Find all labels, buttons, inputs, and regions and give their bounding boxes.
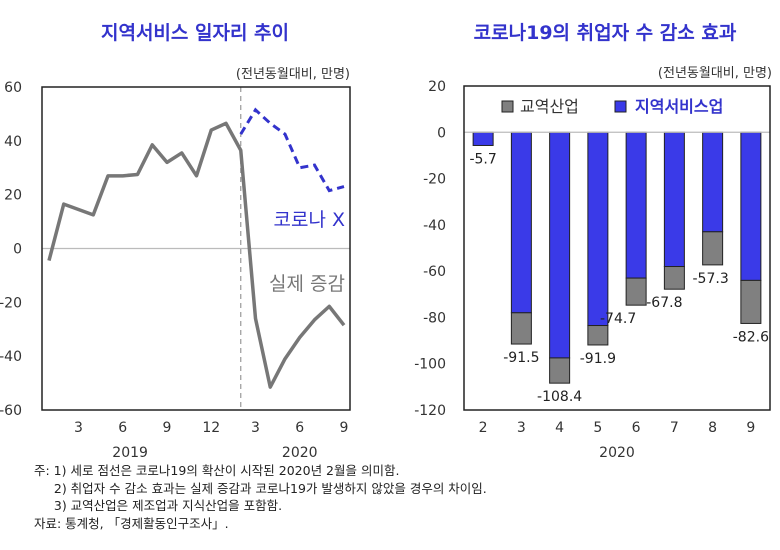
right-ytick-label: -60 xyxy=(423,264,446,280)
total-data-label: -108.4 xyxy=(537,389,582,405)
local-service-bar xyxy=(549,131,571,359)
left-ytick-label: 0 xyxy=(13,242,22,258)
trade-industry-bar xyxy=(663,266,685,290)
left-ytick-label: 20 xyxy=(4,188,22,204)
total-data-label: -5.7 xyxy=(469,151,496,167)
local-service-bar xyxy=(587,131,609,327)
left-unit-label: (전년동월대비, 만명) xyxy=(236,67,350,82)
right-ytick-label: -80 xyxy=(423,310,446,326)
total-data-label: -57.3 xyxy=(693,271,729,287)
right-ytick-label: -20 xyxy=(423,172,446,188)
right-ytick-label: -40 xyxy=(423,218,446,234)
left-xtick-label: 9 xyxy=(340,420,349,436)
left-ytick-label: 60 xyxy=(4,80,22,96)
left-ytick-label: 40 xyxy=(4,134,22,150)
left-ytick-label: -40 xyxy=(0,349,22,365)
left-xtick-label: 3 xyxy=(74,420,83,436)
left-year-label-2020: 2020 xyxy=(282,445,318,461)
right-ytick-label: 20 xyxy=(428,79,446,95)
right-unit-label: (전년동월대비, 만명) xyxy=(658,66,772,81)
left-xtick-label: 9 xyxy=(163,420,172,436)
trade-industry-bar xyxy=(625,277,647,306)
trade-industry-bar xyxy=(549,357,571,384)
right-xtick-label: 9 xyxy=(746,420,755,436)
total-data-label: -67.8 xyxy=(646,295,682,311)
total-data-label: -74.7 xyxy=(600,311,636,327)
source-note: 자료: 통계청, 「경제활동인구조사」. xyxy=(34,515,229,531)
legend-trade-swatch xyxy=(501,100,514,113)
legend-local-service-swatch xyxy=(614,100,627,113)
left-chart-title: 지역서비스 일자리 추이 xyxy=(100,22,290,44)
note-3: 3) 교역산업은 제조업과 지식산업을 포함함. xyxy=(34,498,283,513)
right-xtick-label: 8 xyxy=(708,420,717,436)
right-xtick-label: 3 xyxy=(517,420,526,436)
actual-series-label: 실제 증감 xyxy=(269,273,345,295)
no-covid-series-label: 코로나 X xyxy=(274,209,346,231)
trade-industry-bar xyxy=(587,325,609,346)
local-service-bar xyxy=(625,131,647,279)
left-xtick-label: 6 xyxy=(295,420,304,436)
right-xtick-label: 4 xyxy=(555,420,564,436)
right-ytick-label: -100 xyxy=(414,357,446,373)
trade-industry-bar xyxy=(510,312,532,345)
note-1: 주: 1) 세로 점선은 코로나19의 확산이 시작된 2020년 2월을 의미… xyxy=(34,463,400,478)
trade-industry-bar xyxy=(702,231,724,266)
right-plot-frame xyxy=(463,85,771,411)
left-year-label-2019: 2019 xyxy=(112,445,148,461)
right-ytick-label: 0 xyxy=(437,125,446,141)
local-service-bar xyxy=(740,131,762,281)
local-service-bar xyxy=(663,131,685,268)
right-xtick-label: 5 xyxy=(593,420,602,436)
note-2: 2) 취업자 수 감소 효과는 실제 증감과 코로나19가 발생하지 않았을 경… xyxy=(34,480,487,496)
local-service-bar xyxy=(510,131,532,314)
legend-local-service-label: 지역서비스업 xyxy=(635,97,723,116)
total-data-label: -91.5 xyxy=(503,350,539,366)
total-data-label: -82.6 xyxy=(733,329,769,345)
local-service-bar xyxy=(472,131,494,146)
actual-change-line xyxy=(47,121,346,389)
left-ytick-label: -20 xyxy=(0,295,22,311)
right-xtick-label: 2 xyxy=(479,420,488,436)
no-covid-line xyxy=(239,107,345,193)
left-xtick-label: 3 xyxy=(251,420,260,436)
right-year-label: 2020 xyxy=(599,445,635,461)
left-ytick-label: -60 xyxy=(0,403,22,419)
left-xtick-label: 12 xyxy=(202,420,220,436)
right-chart-title: 코로나19의 취업자 수 감소 효과 xyxy=(473,22,737,44)
legend-trade-label: 교역산업 xyxy=(520,97,579,116)
left-plot-frame xyxy=(41,86,351,411)
trade-industry-bar xyxy=(740,279,762,324)
right-xtick-label: 7 xyxy=(670,420,679,436)
total-data-label: -91.9 xyxy=(580,351,616,367)
footnotes: 주: 1) 세로 점선은 코로나19의 확산이 시작된 2020년 2월을 의미… xyxy=(34,462,487,532)
right-xtick-label: 6 xyxy=(632,420,641,436)
right-ytick-label: -120 xyxy=(414,403,446,419)
local-service-bar xyxy=(702,131,724,233)
left-xtick-label: 6 xyxy=(118,420,127,436)
